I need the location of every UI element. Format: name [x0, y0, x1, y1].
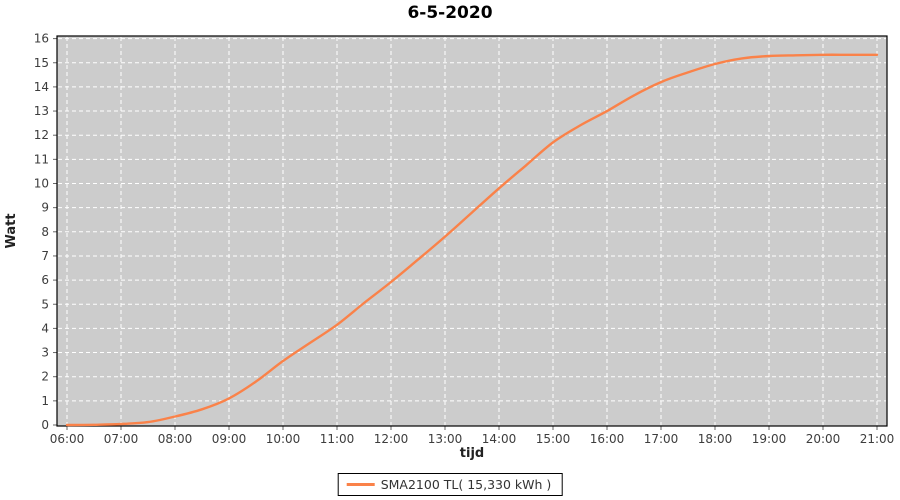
- y-tick-label: 14: [34, 80, 49, 94]
- x-tick-label: 11:00: [320, 432, 355, 446]
- y-axis-title: Watt: [4, 213, 19, 249]
- x-axis-title: tijd: [459, 446, 485, 461]
- x-tick-label: 06:00: [50, 432, 85, 446]
- x-tick-label: 13:00: [428, 432, 463, 446]
- y-tick-label: 9: [41, 201, 49, 215]
- y-tick-label: 15: [34, 56, 49, 70]
- y-tick-label: 3: [41, 346, 49, 360]
- y-tick-label: 2: [41, 370, 49, 384]
- x-tick-label: 17:00: [644, 432, 679, 446]
- plot-border: [56, 35, 888, 427]
- y-tick-label: 8: [41, 225, 49, 239]
- legend-label: SMA2100 TL( 15,330 kWh ): [380, 477, 552, 492]
- y-tick-label: 0: [41, 418, 49, 432]
- x-tick-label: 09:00: [212, 432, 247, 446]
- x-tick-label: 10:00: [266, 432, 301, 446]
- y-tick-label: 11: [34, 152, 49, 166]
- x-tick-label: 07:00: [104, 432, 139, 446]
- plot-background: [57, 36, 887, 426]
- x-tick-label: 20:00: [806, 432, 841, 446]
- x-tick-label: 14:00: [482, 432, 517, 446]
- y-tick-label: 6: [41, 273, 49, 287]
- y-tick-label: 10: [34, 177, 49, 191]
- x-tick-label: 19:00: [752, 432, 787, 446]
- chart-title: 6-5-2020: [407, 3, 493, 23]
- x-tick-label: 21:00: [860, 432, 895, 446]
- legend: SMA2100 TL( 15,330 kWh ): [337, 473, 563, 496]
- x-tick-label: 18:00: [698, 432, 733, 446]
- legend-line-swatch: [346, 483, 375, 486]
- y-tick-label: 13: [34, 104, 49, 118]
- y-tick-label: 7: [41, 249, 49, 263]
- y-tick-label: 1: [41, 394, 49, 408]
- y-tick-label: 16: [34, 32, 49, 46]
- x-tick-label: 08:00: [158, 432, 193, 446]
- y-tick-label: 5: [41, 297, 49, 311]
- x-tick-label: 12:00: [374, 432, 409, 446]
- y-tick-label: 12: [34, 128, 49, 142]
- y-tick-label: 4: [41, 321, 49, 335]
- x-tick-label: 15:00: [536, 432, 571, 446]
- x-tick-label: 16:00: [590, 432, 625, 446]
- series-line: [65, 53, 879, 427]
